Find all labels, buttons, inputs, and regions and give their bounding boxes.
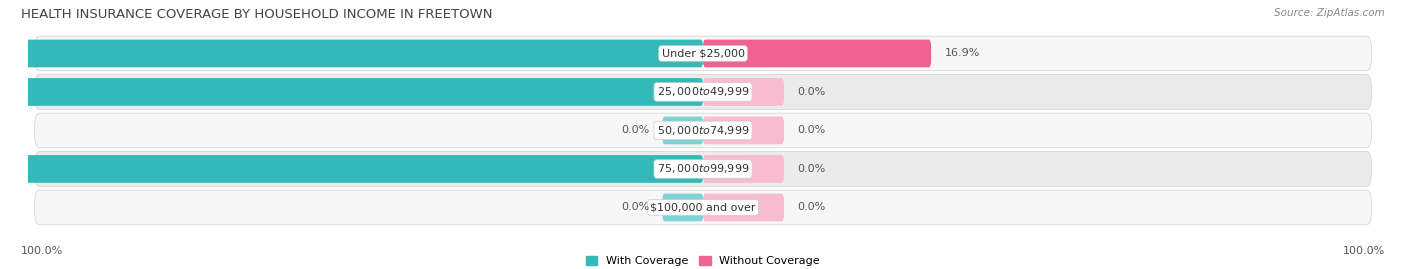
FancyBboxPatch shape [35,113,1371,148]
FancyBboxPatch shape [662,116,703,144]
FancyBboxPatch shape [703,78,785,106]
Text: 0.0%: 0.0% [797,125,825,136]
Text: Under $25,000: Under $25,000 [661,48,745,58]
FancyBboxPatch shape [662,194,703,221]
FancyBboxPatch shape [0,40,703,67]
Text: 16.9%: 16.9% [945,48,980,58]
Text: 0.0%: 0.0% [621,125,650,136]
FancyBboxPatch shape [35,36,1371,71]
Legend: With Coverage, Without Coverage: With Coverage, Without Coverage [586,256,820,266]
FancyBboxPatch shape [703,194,785,221]
Text: Source: ZipAtlas.com: Source: ZipAtlas.com [1274,8,1385,18]
Text: HEALTH INSURANCE COVERAGE BY HOUSEHOLD INCOME IN FREETOWN: HEALTH INSURANCE COVERAGE BY HOUSEHOLD I… [21,8,492,21]
Text: 0.0%: 0.0% [797,203,825,213]
FancyBboxPatch shape [35,152,1371,186]
FancyBboxPatch shape [0,78,703,106]
FancyBboxPatch shape [703,40,931,67]
Text: 0.0%: 0.0% [797,87,825,97]
Text: $75,000 to $99,999: $75,000 to $99,999 [657,162,749,175]
FancyBboxPatch shape [35,75,1371,109]
Text: $25,000 to $49,999: $25,000 to $49,999 [657,86,749,98]
FancyBboxPatch shape [703,155,785,183]
Text: $100,000 and over: $100,000 and over [650,203,756,213]
Text: 0.0%: 0.0% [621,203,650,213]
Text: 100.0%: 100.0% [1343,246,1385,256]
Text: $50,000 to $74,999: $50,000 to $74,999 [657,124,749,137]
FancyBboxPatch shape [35,190,1371,225]
FancyBboxPatch shape [703,116,785,144]
FancyBboxPatch shape [0,155,703,183]
Text: 0.0%: 0.0% [797,164,825,174]
Text: 100.0%: 100.0% [21,246,63,256]
